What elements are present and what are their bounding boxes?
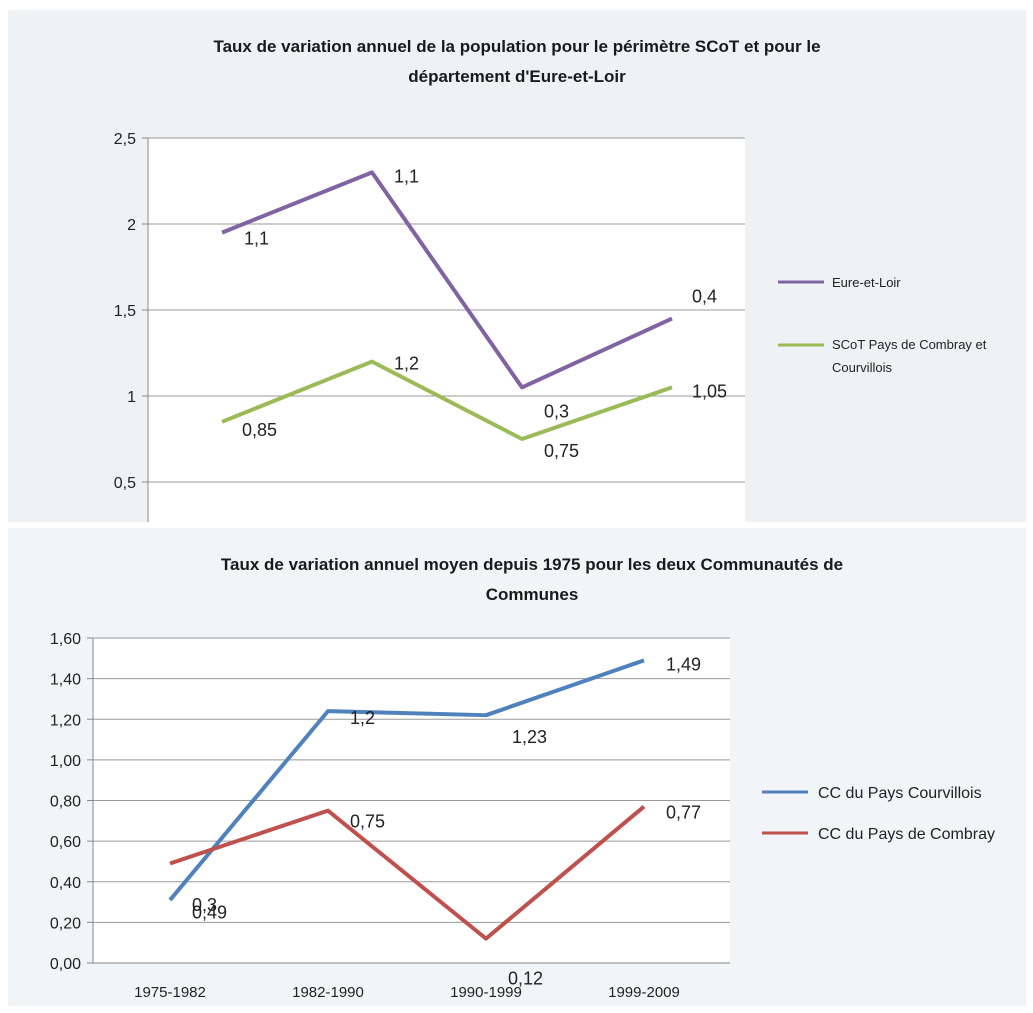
c1-series-1-data-label: 1,05 xyxy=(692,381,727,401)
chart-2-gridlines xyxy=(93,637,730,923)
c2-ytick-label: 0,00 xyxy=(50,956,81,973)
chart-2-title-line-1: Taux de variation annuel moyen depuis 19… xyxy=(221,555,843,574)
c2-ytick-label: 0,60 xyxy=(50,834,81,851)
c2-series-1-data-label: 0,12 xyxy=(508,969,543,989)
c2-ytick-label: 1,60 xyxy=(50,631,81,648)
chart-2-legend: CC du Pays Courvillois CC du Pays de Com… xyxy=(762,785,995,843)
c1-series-1-line xyxy=(221,359,673,441)
chart-1-legend: Eure-et-Loir SCoT Pays de Combray et Cou… xyxy=(778,275,987,375)
chart-1-y-ticks: 2,5 2 1,5 1 0,5 xyxy=(114,131,148,492)
c2-xtick-label: 1982-1990 xyxy=(292,984,364,1001)
c2-xtick-label: 1975-1982 xyxy=(134,984,206,1001)
chart-1-data-labels: 1,1 1,1 0,3 0,4 0,85 1,2 0,75 1,05 xyxy=(242,166,727,461)
c1-ytick-label: 0,5 xyxy=(114,475,136,492)
c2-ytick-label: 0,20 xyxy=(50,915,81,932)
c1-series-0-data-label: 0,3 xyxy=(544,401,569,421)
c1-ytick-label: 1,5 xyxy=(114,303,136,320)
c2-series-1-data-label: 0,49 xyxy=(192,902,227,922)
legend-label-combray: CC du Pays de Combray xyxy=(818,826,995,843)
legend-label-eure-et-loir: Eure-et-Loir xyxy=(832,275,901,290)
c1-series-1-data-label: 0,85 xyxy=(242,420,277,440)
chart-2-data-labels: 0,3 1,2 1,23 1,49 0,49 0,75 0,12 0,77 xyxy=(192,654,701,988)
chart-1: Taux de variation annuel de la populatio… xyxy=(114,37,987,522)
chart-2-y-ticks: 1,60 1,40 1,20 1,00 0,80 0,60 0,40 0,20 0,00 xyxy=(50,631,93,973)
c2-ytick-label: 1,00 xyxy=(50,753,81,770)
chart-2-x-ticks: 1975-1982 1982-1990 1990-1999 1999-2009 xyxy=(134,984,680,1001)
chart-1-plot-area xyxy=(148,138,745,522)
c2-ytick-label: 1,20 xyxy=(50,712,81,729)
legend-label-scot-line-1: SCoT Pays de Combray et xyxy=(832,337,987,352)
c2-series-0-data-label: 0,3 xyxy=(192,895,217,915)
c1-series-0-line xyxy=(221,170,673,390)
c2-ytick-label: 1,40 xyxy=(50,672,81,689)
c2-series-0-data-label: 1,23 xyxy=(512,727,547,747)
chart-1-series-lines xyxy=(221,170,673,441)
chart-1-title-line-2: département d'Eure-et-Loir xyxy=(408,67,626,86)
legend-label-courvillois: CC du Pays Courvillois xyxy=(818,785,982,802)
c1-series-0-data-label: 1,1 xyxy=(394,166,419,186)
chart-1-title-line-1: Taux de variation annuel de la populatio… xyxy=(213,37,820,56)
c2-ytick-label: 0,80 xyxy=(50,794,81,811)
c1-ytick-label: 1 xyxy=(127,389,136,406)
legend-label-scot-line-2: Courvillois xyxy=(832,360,892,375)
c2-series-0-line xyxy=(168,658,645,902)
c1-series-1-data-label: 1,2 xyxy=(394,354,419,374)
c1-series-0-data-label: 0,4 xyxy=(692,287,717,307)
c2-series-1-data-label: 0,75 xyxy=(350,812,385,832)
c2-ytick-label: 0,40 xyxy=(50,875,81,892)
c2-xtick-label: 1999-2009 xyxy=(608,984,680,1001)
c2-series-0-data-label: 1,49 xyxy=(666,654,701,674)
chart-2-title-line-2: Communes xyxy=(486,585,579,604)
c2-series-0-data-label: 1,2 xyxy=(350,708,375,728)
chart-2: Taux de variation annuel moyen depuis 19… xyxy=(50,555,995,1001)
c1-series-1-data-label: 0,75 xyxy=(544,441,579,461)
c1-series-0-data-label: 1,1 xyxy=(244,229,269,249)
c2-series-1-line xyxy=(169,805,646,941)
c1-ytick-label: 2,5 xyxy=(114,131,136,148)
chart-2-series-lines xyxy=(168,658,646,941)
c2-series-1-data-label: 0,77 xyxy=(666,803,701,823)
c2-xtick-label: 1990-1999 xyxy=(450,984,522,1001)
c1-ytick-label: 2 xyxy=(127,217,136,234)
